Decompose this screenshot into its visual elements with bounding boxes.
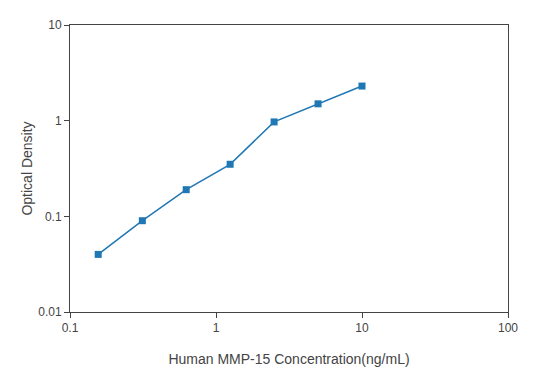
svg-text:1: 1 bbox=[55, 114, 62, 128]
svg-text:10: 10 bbox=[48, 18, 62, 32]
svg-text:0.01: 0.01 bbox=[38, 305, 62, 319]
svg-text:Human MMP-15 Concentration(ng/: Human MMP-15 Concentration(ng/mL) bbox=[168, 351, 409, 367]
svg-text:Optical Density: Optical Density bbox=[19, 121, 35, 215]
svg-text:0.1: 0.1 bbox=[45, 210, 62, 224]
svg-text:100: 100 bbox=[498, 321, 518, 335]
svg-text:10: 10 bbox=[355, 321, 369, 335]
svg-text:1: 1 bbox=[213, 321, 220, 335]
svg-text:0.1: 0.1 bbox=[62, 321, 79, 335]
